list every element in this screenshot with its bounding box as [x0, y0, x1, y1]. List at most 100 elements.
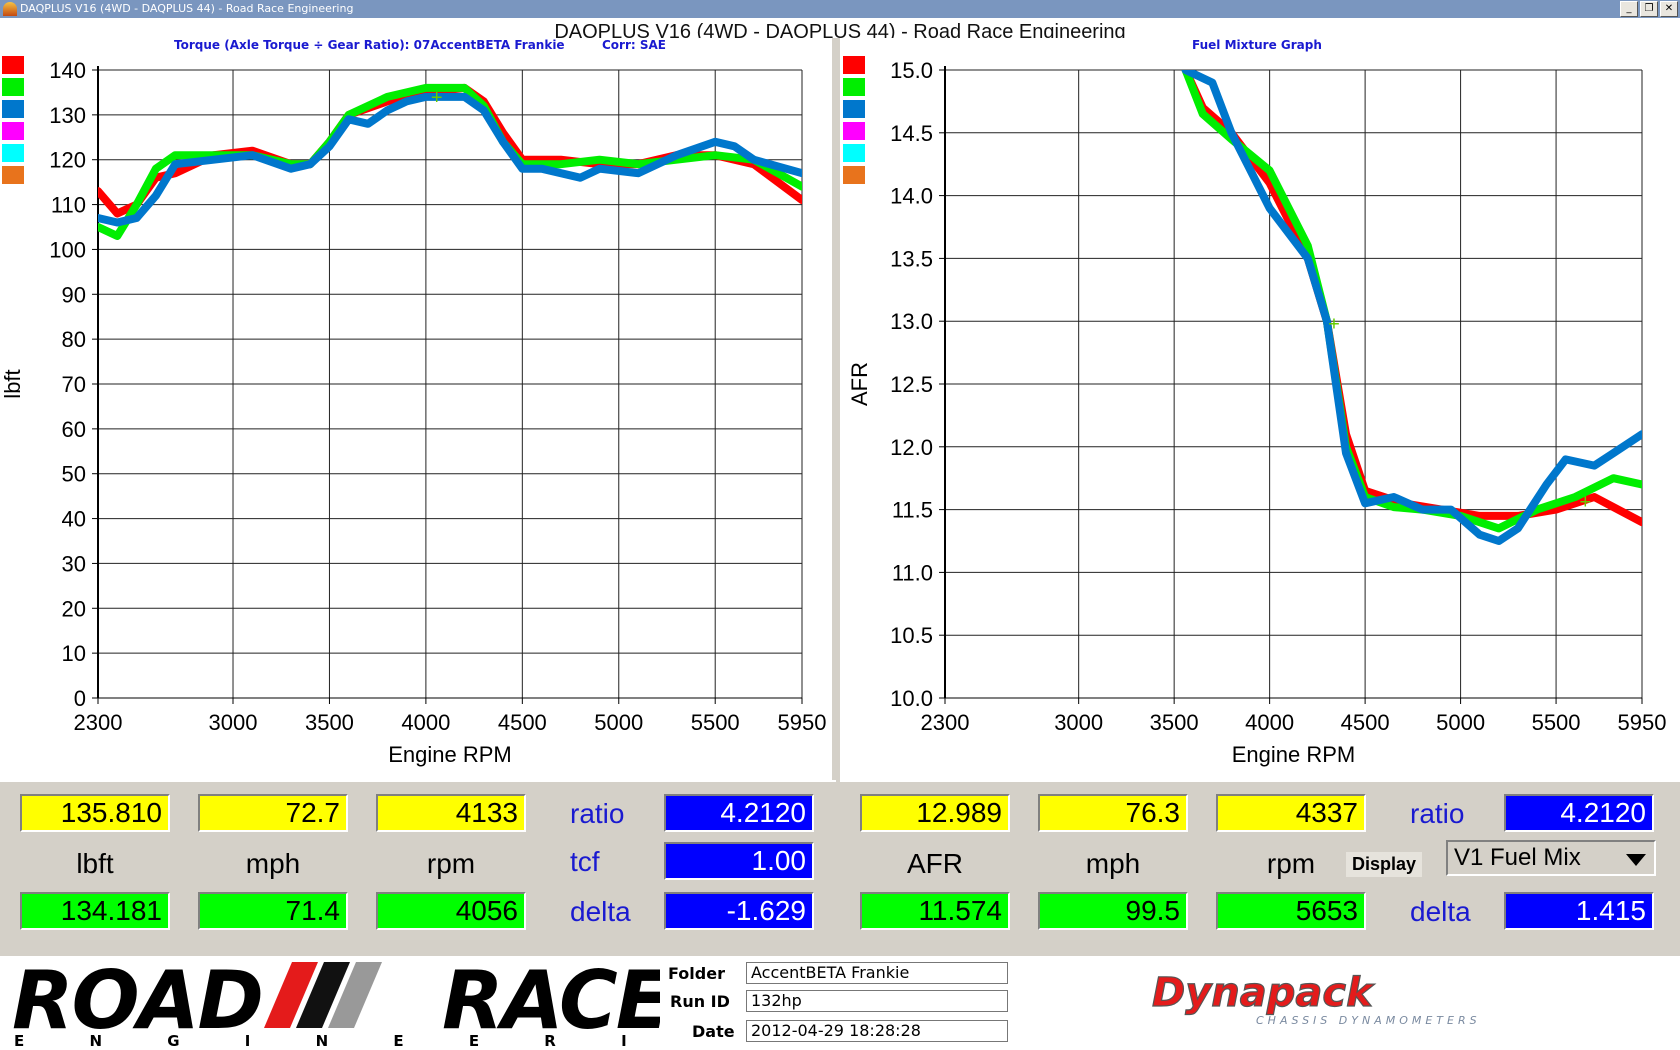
y-tick-label: 0: [74, 686, 86, 711]
legend-swatch-1[interactable]: [2, 78, 24, 96]
y-tick-label: 15.0: [890, 58, 933, 83]
y-tick-label: 80: [62, 327, 86, 352]
y-tick-label: 30: [62, 551, 86, 576]
y-tick-label: 11.0: [892, 560, 933, 585]
date-label: Date: [692, 1022, 735, 1041]
compare-afr-value: 11.574: [860, 892, 1010, 930]
y-axis-label: lbft: [0, 369, 25, 398]
series-group: [1181, 70, 1642, 545]
window-titlebar: DAQPLUS V16 (4WD - DAQPLUS 44) - Road Ra…: [0, 0, 1680, 18]
plot-area: 0 10 20 30 40 50 60 70 80 90 100 110 120 130 140 2300 30…: [0, 58, 826, 767]
torque-chart[interactable]: 0 10 20 30 40 50 60 70 80 90 100 110 120 130 140 2300 30…: [0, 38, 832, 780]
series-line-1: [98, 83, 802, 240]
logo-road-text: ROAD: [12, 956, 262, 1047]
dynapack-logo: Dynapack CHASSIS DYNAMOMETERS: [1151, 969, 1476, 1027]
ratio-value-right[interactable]: 4.2120: [1504, 794, 1654, 832]
torque-chart-subtitle: Torque (Axle Torque ÷ Gear Ratio): 07Acc…: [174, 38, 565, 52]
series-line-2: [98, 92, 802, 227]
legend-swatch-2[interactable]: [2, 100, 24, 118]
series-line-2: [1181, 70, 1642, 545]
y-tick-label: 50: [62, 462, 86, 487]
y-tick-label: 12.0: [890, 435, 933, 460]
y-tick-label: 10: [62, 641, 86, 666]
x-tick-label: 5500: [691, 710, 740, 735]
x-tick-label: 3500: [1150, 710, 1199, 735]
y-tick-label: 40: [62, 507, 86, 532]
delta-label-right: delta: [1410, 896, 1471, 927]
legend-swatch-2[interactable]: [843, 100, 865, 118]
ratio-value[interactable]: 4.2120: [664, 794, 814, 832]
legend-swatch-4[interactable]: [843, 144, 865, 162]
unit-mph-label-right: mph: [1085, 848, 1141, 879]
correction-label: Corr: SAE: [602, 38, 666, 52]
tcf-value[interactable]: 1.00: [664, 842, 814, 880]
runid-label: Run ID: [670, 992, 730, 1011]
x-tick-label: 5950: [778, 710, 827, 735]
cursor-marker: +: [1328, 314, 1340, 336]
x-tick-label: 5000: [1436, 710, 1485, 735]
afr-chart[interactable]: 10.0 10.5 11.0 11.5 12.0 12.5 13.0 13.5 14.0 14.5…: [840, 38, 1680, 780]
x-tick-label: 3000: [1054, 710, 1103, 735]
cursor-mph-value: 72.7: [198, 794, 348, 832]
y-tick-label: 70: [62, 372, 86, 397]
compare-rpm-value-right: 5653: [1216, 892, 1366, 930]
compare-rpm-value: 4056: [376, 892, 526, 930]
x-tick-label: 5500: [1532, 710, 1581, 735]
y-tick-label: 20: [62, 596, 86, 621]
cursor-afr-value: 12.989: [860, 794, 1010, 832]
x-tick-label: 5950: [1618, 710, 1667, 735]
cursor-marker: +: [431, 87, 443, 109]
x-tick-label: 2300: [74, 710, 123, 735]
logo-slash-red: [264, 962, 318, 1028]
legend-swatch-3[interactable]: [2, 122, 24, 140]
folder-label: Folder: [668, 964, 725, 983]
ratio-label: ratio: [570, 798, 625, 829]
y-tick-label: 110: [51, 193, 86, 218]
display-label: Display: [1346, 852, 1423, 877]
left-readout-area: 135.810 72.7 4133 lbft mph rpm 134.181 7…: [0, 780, 836, 952]
y-tick-label: 100: [49, 237, 86, 262]
folder-field: AccentBETA Frankie: [746, 962, 1008, 984]
compare-mph-value-right: 99.5: [1038, 892, 1188, 930]
x-tick-label: 4500: [498, 710, 547, 735]
plot-area: 10.0 10.5 11.0 11.5 12.0 12.5 13.0 13.5 14.0 14.5…: [847, 58, 1666, 767]
x-tick-label: 4500: [1341, 710, 1390, 735]
road-race-logo: ROAD RACE E N G I N E E R I N G: [12, 956, 660, 1050]
x-tick-label: 4000: [401, 710, 450, 735]
y-tick-label: 10.5: [890, 623, 933, 648]
logo-slash-gray: [328, 962, 382, 1028]
panel-divider: [832, 38, 840, 780]
dynapack-text: Dynapack: [1152, 970, 1375, 1016]
minimize-button[interactable]: _: [1620, 1, 1638, 17]
legend-swatch-1[interactable]: [843, 78, 865, 96]
legend-swatch-0[interactable]: [2, 56, 24, 74]
y-tick-label: 11.5: [892, 498, 933, 523]
legend-swatch-0[interactable]: [843, 56, 865, 74]
legend-swatch-5[interactable]: [2, 166, 24, 184]
x-tick-label: 3000: [209, 710, 258, 735]
y-tick-label: 10.0: [890, 686, 933, 711]
legend-swatch-3[interactable]: [843, 122, 865, 140]
legend-swatch-4[interactable]: [2, 144, 24, 162]
legend-swatch-5[interactable]: [843, 166, 865, 184]
footer: ROAD RACE E N G I N E E R I N G Folder A…: [0, 956, 1680, 1050]
display-select[interactable]: V1 Fuel Mix: [1446, 840, 1656, 876]
y-tick-label: 140: [49, 58, 86, 83]
app-icon: [3, 2, 17, 16]
delta-value-right: 1.415: [1504, 892, 1654, 930]
tcf-label: tcf: [570, 846, 600, 877]
compare-torque-value: 134.181: [20, 892, 170, 930]
compare-mph-value: 71.4: [198, 892, 348, 930]
x-axis-label: Engine RPM: [388, 742, 512, 767]
close-button[interactable]: ✕: [1660, 1, 1678, 17]
y-tick-label: 12.5: [890, 372, 933, 397]
restore-button[interactable]: ❐: [1640, 1, 1658, 17]
y-axis-label: AFR: [847, 362, 872, 406]
unit-afr-label: AFR: [907, 848, 963, 879]
chevron-down-icon[interactable]: [1626, 854, 1646, 866]
y-tick-label: 13.0: [890, 309, 933, 334]
afr-chart-subtitle: Fuel Mixture Graph: [1192, 38, 1322, 52]
ratio-label-right: ratio: [1410, 798, 1465, 829]
cursor-rpm-value-right: 4337: [1216, 794, 1366, 832]
logo-slash-black: [296, 962, 350, 1028]
